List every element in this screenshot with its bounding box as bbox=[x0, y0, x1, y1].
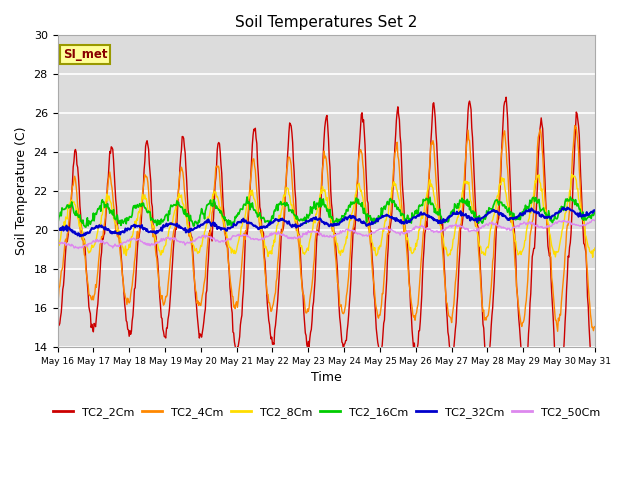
Y-axis label: Soil Temperature (C): Soil Temperature (C) bbox=[15, 127, 28, 255]
Text: SI_met: SI_met bbox=[63, 48, 108, 61]
X-axis label: Time: Time bbox=[311, 371, 342, 384]
Legend: TC2_2Cm, TC2_4Cm, TC2_8Cm, TC2_16Cm, TC2_32Cm, TC2_50Cm: TC2_2Cm, TC2_4Cm, TC2_8Cm, TC2_16Cm, TC2… bbox=[48, 402, 604, 422]
Title: Soil Temperatures Set 2: Soil Temperatures Set 2 bbox=[235, 15, 417, 30]
